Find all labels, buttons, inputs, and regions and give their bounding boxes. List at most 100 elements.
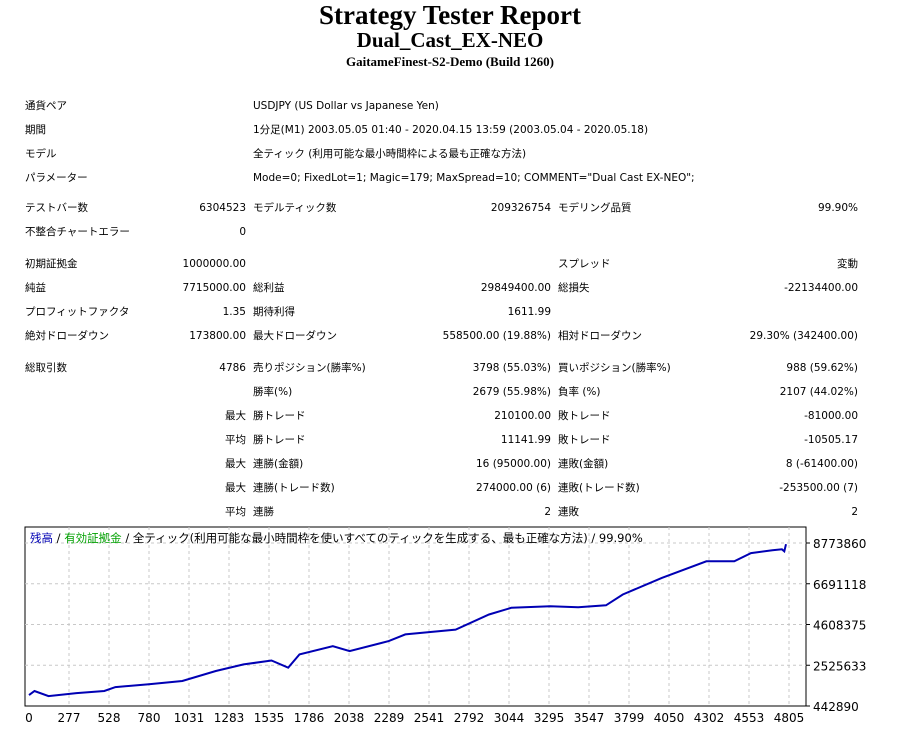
stat-value: 最大 — [225, 458, 246, 470]
stat-value: 4786 — [219, 362, 246, 374]
stats-row: 総取引数 4786 売りポジション(勝率%) 3798 (55.03%) 買いポジション… — [0, 360, 900, 376]
stat-label: 連敗(金額) — [558, 458, 609, 470]
y-tick-label: 4608375 — [813, 619, 866, 633]
stat-label: 連勝(金額) — [253, 458, 304, 470]
legend-model: 全ティック(利用可能な最小時間枠を使いすべてのティックを生成する、最も正確な方法… — [133, 531, 588, 545]
stats-row: 最大 勝トレード 210100.00 敗トレード -81000.00 — [0, 408, 900, 424]
stat-value: 29849400.00 — [480, 282, 551, 294]
x-tick-label: 3799 — [614, 711, 645, 725]
legend-quality: 99.90% — [599, 531, 643, 545]
stat-label: 連勝(トレード数) — [253, 482, 335, 494]
stat-value: 11141.99 — [500, 434, 551, 446]
stats-row: 平均 勝トレード 11141.99 敗トレード -10505.17 — [0, 432, 900, 448]
stat-label: 総利益 — [253, 282, 285, 294]
info-value: 1分足(M1) 2003.05.05 01:40 - 2020.04.15 13… — [253, 124, 649, 136]
info-row: パラメーター Mode=0; FixedLot=1; Magic=179; Max… — [0, 170, 900, 186]
stat-value: 29.30% (342400.00) — [749, 330, 858, 342]
stat-value: 8 (-61400.00) — [785, 458, 858, 470]
stat-value: 1000000.00 — [182, 258, 246, 270]
stat-value: 平均 — [225, 434, 246, 446]
stat-value: -81000.00 — [804, 410, 858, 422]
info-row: モデル 全ティック (利用可能な最小時間枠による最も正確な方法) — [0, 146, 900, 162]
x-tick-label: 1535 — [254, 711, 285, 725]
x-tick-label: 3044 — [494, 711, 525, 725]
x-tick-label: 3547 — [574, 711, 605, 725]
stat-label: 期待利得 — [253, 306, 295, 318]
x-tick-label: 3295 — [534, 711, 565, 725]
stat-value: 2 — [851, 506, 858, 518]
stat-value: 3798 (55.03%) — [472, 362, 551, 374]
info-label: パラメーター — [25, 172, 88, 184]
chart-legend: 残高 / 有効証拠金 / 全ティック(利用可能な最小時間枠を使いすべてのティック… — [30, 531, 643, 545]
stat-label: 総取引数 — [25, 362, 67, 374]
legend-balance: 残高 — [30, 531, 53, 545]
stat-value: 558500.00 (19.88%) — [442, 330, 551, 342]
stat-label: 連敗(トレード数) — [558, 482, 640, 494]
legend-separator: / — [588, 531, 599, 545]
stat-label: 勝率(%) — [253, 386, 293, 398]
stats-row: 初期証拠金 1000000.00 スプレッド 変動 — [0, 256, 900, 272]
stat-value: 99.90% — [817, 202, 858, 214]
stats-row: 純益 7715000.00 総利益 29849400.00 総損失 -22134400.0… — [0, 280, 900, 296]
stat-label: テストバー数 — [25, 202, 88, 214]
x-tick-label: 780 — [138, 711, 161, 725]
stat-value: 2 — [544, 506, 551, 518]
x-tick-label: 4553 — [734, 711, 765, 725]
info-row: 通貨ペア USDJPY (US Dollar vs Japanese Yen) — [0, 98, 900, 114]
server-build: GaitameFinest-S2-Demo (Build 1260) — [346, 54, 554, 69]
stats-row: 最大 連勝(トレード数) 274000.00 (6) 連敗(トレード数) -253500… — [0, 480, 900, 496]
ea-name: Dual_Cast_EX-NEO — [356, 28, 544, 52]
x-tick-label: 1031 — [174, 711, 205, 725]
legend-equity: 有効証拠金 — [64, 531, 122, 545]
legend-separator: / — [122, 531, 133, 545]
stat-label: 純益 — [25, 282, 46, 294]
stat-value: 最大 — [225, 482, 246, 494]
info-label: モデル — [25, 148, 57, 160]
x-tick-label: 4805 — [774, 711, 805, 725]
x-tick-label: 1786 — [294, 711, 325, 725]
legend-separator: / — [53, 531, 64, 545]
stats-row: 最大 連勝(金額) 16 (95000.00) 連敗(金額) 8 (-61400.00) — [0, 456, 900, 472]
stat-value: 274000.00 (6) — [476, 482, 551, 494]
stat-label: モデルティック数 — [253, 202, 337, 214]
stats-row: テストバー数 6304523 モデルティック数 209326754 モデリング品質 99.… — [0, 200, 900, 216]
stat-label: 買いポジション(勝率%) — [558, 362, 671, 374]
stats-row: プロフィットファクタ 1.35 期待利得 1611.99 — [0, 304, 900, 320]
x-tick-label: 4050 — [654, 711, 685, 725]
info-value: USDJPY (US Dollar vs Japanese Yen) — [253, 100, 439, 112]
info-value: Mode=0; FixedLot=1; Magic=179; MaxSpread… — [253, 172, 695, 184]
stats-row: 不整合チャートエラー 0 — [0, 224, 900, 240]
stat-label: 最大ドローダウン — [253, 330, 337, 342]
stat-label: 負率 (%) — [558, 386, 601, 398]
x-tick-label: 2541 — [414, 711, 445, 725]
x-tick-label: 2038 — [334, 711, 365, 725]
stat-label: 連勝 — [253, 506, 274, 518]
stat-value: -10505.17 — [804, 434, 858, 446]
x-tick-label: 0 — [25, 711, 33, 725]
stat-value: 2107 (44.02%) — [779, 386, 858, 398]
info-label: 通貨ペア — [25, 100, 67, 112]
stat-value: 0 — [239, 226, 246, 238]
stat-label: 勝トレード — [253, 434, 306, 446]
y-tick-label: 442890 — [813, 700, 859, 714]
stat-label: 連敗 — [558, 506, 579, 518]
stat-value: -253500.00 (7) — [779, 482, 858, 494]
stat-label: 初期証拠金 — [25, 258, 78, 270]
x-tick-label: 2289 — [374, 711, 405, 725]
stat-value: 209326754 — [490, 202, 551, 214]
x-tick-label: 2792 — [454, 711, 485, 725]
stat-value: 1611.99 — [507, 306, 551, 318]
balance-line — [28, 543, 787, 698]
plot-area — [24, 526, 807, 707]
stat-value: 変動 — [837, 258, 858, 270]
stat-value: -22134400.00 — [784, 282, 858, 294]
x-tick-label: 1283 — [214, 711, 245, 725]
stat-value: 210100.00 — [494, 410, 551, 422]
x-tick-label: 528 — [98, 711, 121, 725]
info-label: 期間 — [25, 124, 46, 136]
y-tick-label: 6691118 — [813, 578, 866, 592]
stat-label: 勝トレード — [253, 410, 306, 422]
stat-value: 173800.00 — [189, 330, 246, 342]
report-title: Strategy Tester Report — [319, 0, 581, 30]
stats-row: 勝率(%) 2679 (55.98%) 負率 (%) 2107 (44.02%) — [0, 384, 900, 400]
